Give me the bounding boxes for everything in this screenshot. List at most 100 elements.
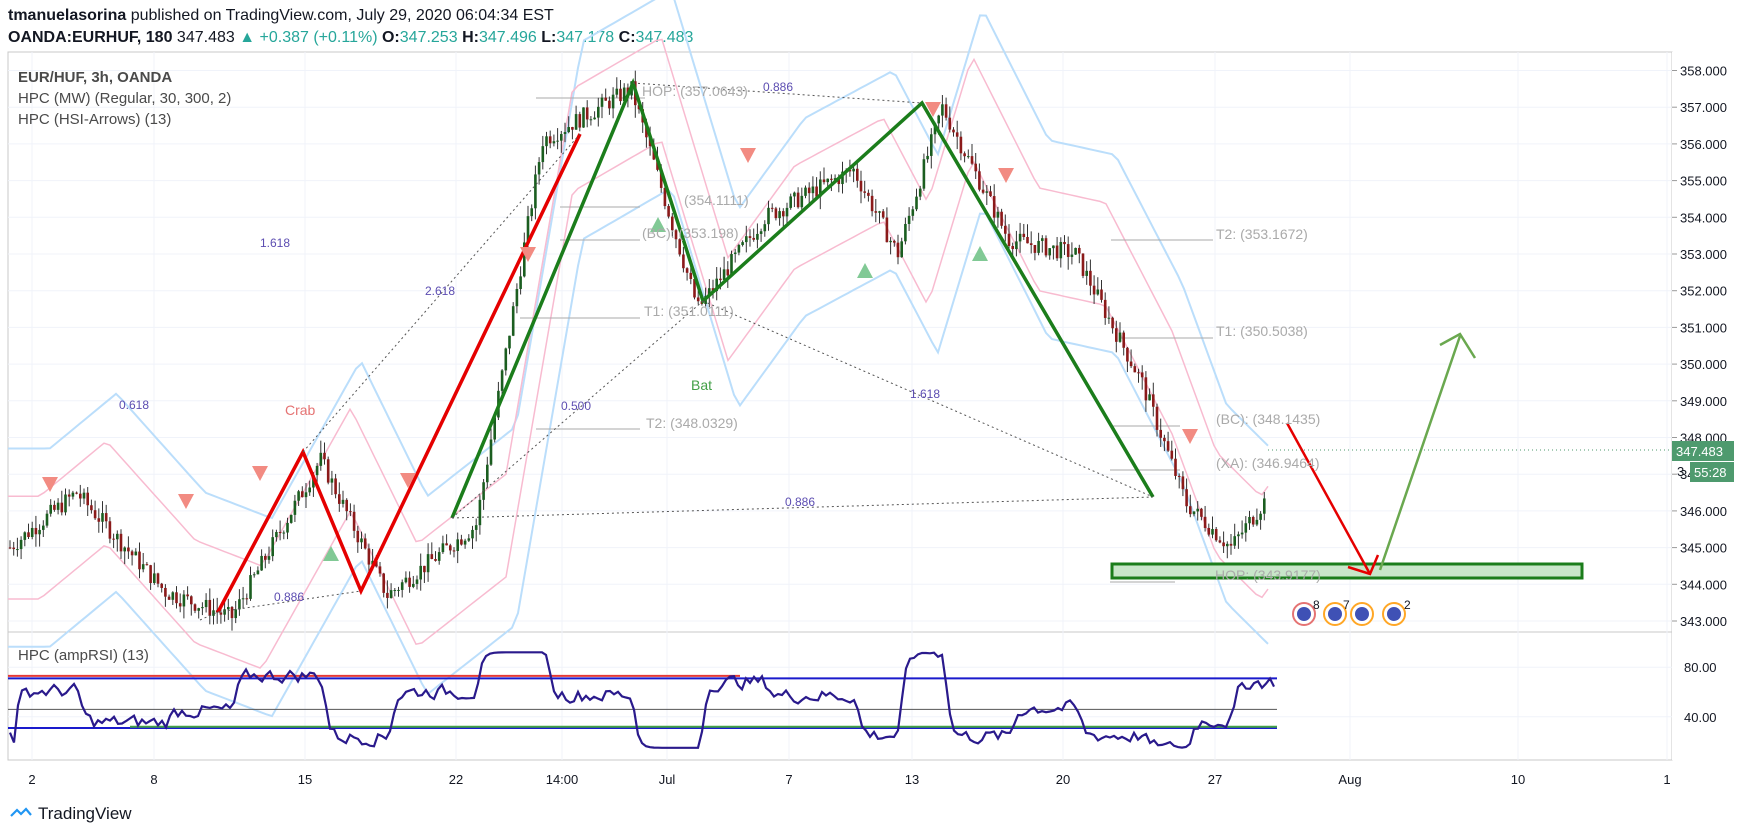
candle-body — [1029, 243, 1033, 245]
event-count: 8 — [1313, 598, 1320, 612]
candle-body — [1229, 543, 1233, 546]
candle-body — [171, 592, 175, 600]
candle-body — [693, 278, 696, 298]
legend-indicator-arrows[interactable]: HPC (HSI-Arrows) (13) — [18, 111, 171, 128]
candle-body — [1255, 519, 1259, 525]
candle-body — [1211, 529, 1214, 535]
candle-body — [1244, 523, 1248, 533]
candle-body — [859, 180, 863, 192]
candle-body — [1177, 475, 1181, 477]
candle-body — [1074, 247, 1077, 255]
candle-body — [785, 207, 789, 217]
countdown-badge — [1690, 462, 1734, 482]
candle-body — [489, 439, 493, 465]
candle-body — [386, 592, 389, 598]
projection-down-arrowhead — [1347, 554, 1380, 576]
candle-body — [708, 288, 711, 297]
candle-body — [889, 240, 892, 243]
candle-body — [449, 545, 452, 551]
candle-body — [1126, 347, 1129, 362]
sell-arrow-icon — [1182, 429, 1198, 444]
candle-body — [130, 551, 134, 556]
candle-body — [830, 178, 833, 180]
level-label: T1: (351.0111) — [644, 303, 734, 319]
legend-indicator-mw[interactable]: HPC (MW) (Regular, 30, 300, 2) — [18, 90, 231, 107]
candle-body — [1248, 516, 1251, 524]
candle-body — [1140, 372, 1144, 378]
candle-body — [1055, 245, 1059, 259]
candle-body — [119, 533, 123, 552]
grid-lines — [8, 52, 1672, 760]
legend-rsi[interactable]: HPC (ampRSI) (13) — [18, 647, 149, 664]
y-tick-label: 354.000 — [1680, 210, 1727, 225]
up-arrow-icon: ▲ — [239, 29, 256, 46]
candle-body — [145, 564, 149, 566]
candle-body — [545, 136, 548, 147]
candle-body — [933, 123, 937, 135]
level-label: (354.1111) — [684, 192, 749, 208]
candle-body — [1222, 542, 1225, 547]
countdown-badge-text: 55:28 — [1694, 465, 1727, 480]
x-tick-label: 13 — [905, 772, 919, 787]
candle-body — [116, 533, 119, 540]
candle-body — [674, 230, 678, 240]
candle-body — [530, 208, 533, 217]
rsi-pane[interactable] — [7, 631, 1673, 761]
candle-body — [978, 171, 981, 190]
candle-body — [878, 211, 881, 213]
y-tick-label: 353.000 — [1680, 247, 1727, 262]
legend-title[interactable]: EUR/HUF, 3h, OANDA — [18, 69, 172, 86]
candle-body — [393, 590, 397, 592]
lower-inner-band — [8, 141, 1269, 669]
candle-body — [1037, 240, 1040, 253]
fib-connector — [702, 300, 1154, 498]
candle-body — [190, 596, 193, 605]
x-tick-label: 10 — [1511, 772, 1525, 787]
buy-arrow-icon — [323, 546, 339, 561]
candle-body — [985, 191, 989, 193]
candle-body — [1192, 511, 1196, 515]
candle-body — [900, 241, 903, 258]
candle-body — [885, 217, 889, 243]
buy-arrow-icon — [650, 217, 666, 232]
price-pane[interactable] — [7, 51, 1673, 633]
candle-body — [201, 607, 204, 609]
candle-body — [82, 492, 86, 499]
projection-up-arrowhead — [1439, 332, 1477, 359]
candle-body — [815, 186, 818, 197]
tradingview-logo[interactable]: TradingView — [10, 804, 132, 824]
low-value: 347.178 — [556, 29, 615, 46]
author-name[interactable]: tmanuelasorina — [8, 7, 127, 24]
buy-arrow-icon — [972, 246, 988, 261]
candle-body — [752, 237, 755, 240]
price-axis[interactable] — [1672, 52, 1748, 760]
candle-body — [789, 196, 792, 208]
last-price-badge-text: 347.483 — [1676, 444, 1723, 459]
buy-arrow-icon — [857, 263, 873, 278]
candle-body — [748, 236, 752, 238]
candle-body — [149, 565, 152, 584]
candle-body — [400, 582, 404, 590]
candle-body — [1259, 513, 1262, 520]
candle-body — [992, 196, 996, 218]
candle-body — [419, 565, 422, 580]
candle-body — [534, 174, 537, 209]
candle-body — [167, 596, 171, 600]
candle-body — [837, 178, 841, 185]
candle-body — [867, 192, 870, 196]
flag-icon — [1297, 607, 1311, 621]
candle-body — [1066, 244, 1070, 257]
candle-body — [523, 242, 526, 277]
candle-body — [319, 452, 323, 466]
symbol-label[interactable]: OANDA:EURHUF, 180 — [8, 29, 173, 46]
candle-body — [671, 216, 674, 231]
candle-body — [944, 104, 948, 118]
x-tick-label: Jul — [659, 772, 676, 787]
candle-body — [996, 211, 1000, 218]
candle-body — [264, 555, 267, 560]
candle-body — [463, 540, 467, 545]
candle-body — [615, 88, 619, 95]
candle-body — [685, 268, 689, 273]
candle-body — [79, 493, 82, 499]
